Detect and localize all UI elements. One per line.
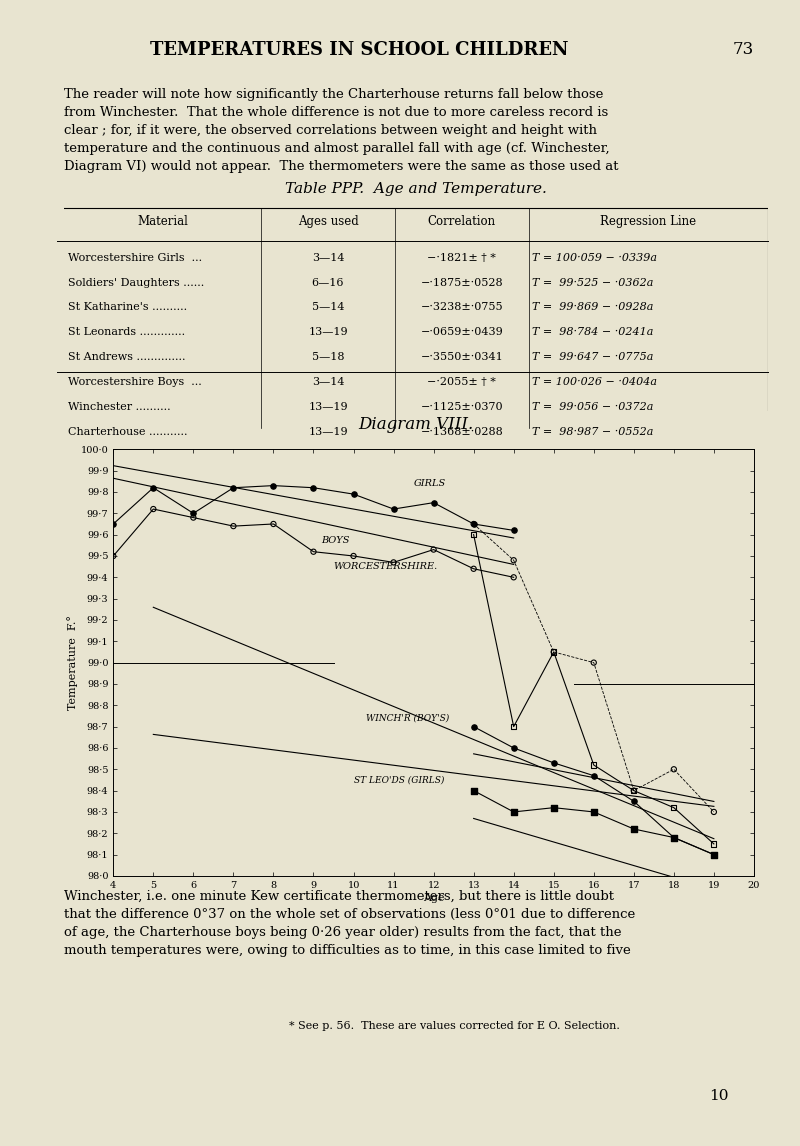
Text: Winchester ..........: Winchester .......... <box>67 402 170 411</box>
Text: Correlation: Correlation <box>428 214 496 228</box>
Text: T =  98·784 − ·0241a: T = 98·784 − ·0241a <box>532 328 654 337</box>
Text: 10: 10 <box>709 1089 729 1102</box>
Text: T = 100·026 − ·0404a: T = 100·026 − ·0404a <box>532 377 657 387</box>
Text: Regression Line: Regression Line <box>600 214 696 228</box>
Text: TEMPERATURES IN SCHOOL CHILDREN: TEMPERATURES IN SCHOOL CHILDREN <box>150 41 569 60</box>
Text: −·3550±·0341: −·3550±·0341 <box>420 352 503 362</box>
Text: 3—14: 3—14 <box>312 377 344 387</box>
Text: The reader will note how significantly the Charterhouse returns fall below those: The reader will note how significantly t… <box>64 87 618 173</box>
Text: T =  99·647 − ·0775a: T = 99·647 − ·0775a <box>532 352 654 362</box>
Text: −·0659±·0439: −·0659±·0439 <box>420 328 503 337</box>
Text: St Leonards .............: St Leonards ............. <box>67 328 185 337</box>
Text: 73: 73 <box>733 41 754 58</box>
Text: 13—19: 13—19 <box>308 402 348 411</box>
Text: Charterhouse ...........: Charterhouse ........... <box>67 426 187 437</box>
Text: Winchester, i.e. one minute Kew certificate thermometers, but there is little do: Winchester, i.e. one minute Kew certific… <box>64 890 635 957</box>
Text: Diagram VIII.: Diagram VIII. <box>358 416 474 433</box>
Text: −·1821± † *: −·1821± † * <box>427 252 496 262</box>
Text: 5—14: 5—14 <box>312 303 344 313</box>
Text: St Andrews ..............: St Andrews .............. <box>67 352 185 362</box>
Text: −·3238±·0755: −·3238±·0755 <box>421 303 503 313</box>
Text: T =  99·525 − ·0362a: T = 99·525 − ·0362a <box>532 277 654 288</box>
Text: Soldiers' Daughters ......: Soldiers' Daughters ...... <box>67 277 204 288</box>
Text: 6—16: 6—16 <box>312 277 344 288</box>
Text: T =  99·869 − ·0928a: T = 99·869 − ·0928a <box>532 303 654 313</box>
Text: Material: Material <box>137 214 188 228</box>
Text: 5—18: 5—18 <box>312 352 344 362</box>
Text: Worcestershire Girls  ...: Worcestershire Girls ... <box>67 252 202 262</box>
Text: −·2055± † *: −·2055± † * <box>427 377 496 387</box>
Text: −·1368±·0288: −·1368±·0288 <box>420 426 503 437</box>
Text: St Katharine's ..........: St Katharine's .......... <box>67 303 186 313</box>
Text: T =  98·987 − ·0552a: T = 98·987 − ·0552a <box>532 426 654 437</box>
Text: 3—14: 3—14 <box>312 252 344 262</box>
Text: 13—19: 13—19 <box>308 426 348 437</box>
Text: * See p. 56.  These are values corrected for E O. Selection.: * See p. 56. These are values corrected … <box>290 1021 620 1031</box>
Text: Ages used: Ages used <box>298 214 358 228</box>
Text: −·1125±·0370: −·1125±·0370 <box>421 402 503 411</box>
Text: Worcestershire Boys  ...: Worcestershire Boys ... <box>67 377 202 387</box>
Text: −·1875±·0528: −·1875±·0528 <box>421 277 503 288</box>
Text: Table PPP.  Age and Temperature.: Table PPP. Age and Temperature. <box>285 181 547 196</box>
Text: T = 100·059 − ·0339a: T = 100·059 − ·0339a <box>532 252 657 262</box>
Text: T =  99·056 − ·0372a: T = 99·056 − ·0372a <box>532 402 654 411</box>
Text: 13—19: 13—19 <box>308 328 348 337</box>
